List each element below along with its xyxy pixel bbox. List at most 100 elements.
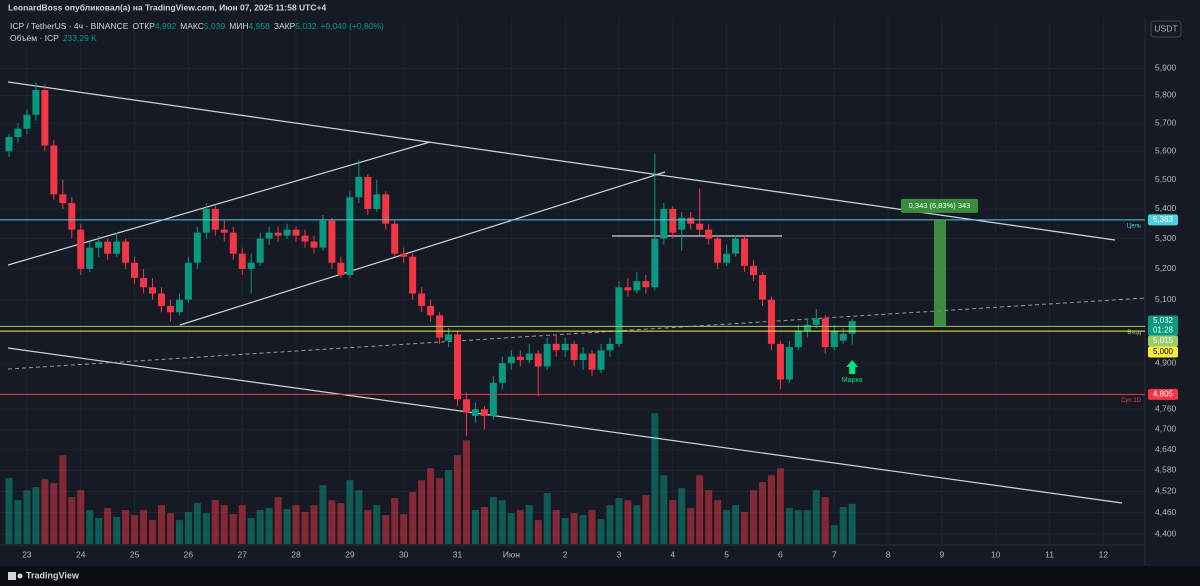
logo [8,572,23,580]
candle-body [400,253,408,257]
candle-body [758,274,766,300]
candle-body [633,281,641,291]
candle-body [328,220,336,263]
candle-body [660,208,668,239]
y-tick-label: 5,700 [1155,117,1177,127]
level-name: Цель [1127,223,1141,229]
y-tick-label: 5,300 [1155,233,1177,243]
countdown: 01:28 [1153,326,1174,335]
volume-line: Объём · ICP 233,29 K [10,33,97,43]
candle-body [624,287,632,291]
volume-bar [328,500,336,544]
volume-bar [750,490,758,544]
y-tick-label: 5,500 [1155,174,1177,184]
volume-bar [516,510,524,544]
volume-bar [157,505,165,544]
volume-bar [696,475,704,544]
candle-body [669,208,677,233]
ohlc-line: ICP / TetherUS · 4ч · BINANCE ОТКР4,992 МА… [10,21,384,31]
candle-body [714,238,722,263]
volume-bar [821,497,829,544]
volume-bar [489,497,497,544]
volume-bar [86,510,94,544]
volume-bar [427,468,435,544]
level-name: Вход [1127,330,1141,336]
candle-body [95,241,103,248]
y-tick-label: 5,200 [1155,263,1177,273]
x-tick-label: 31 [453,549,463,559]
volume-bar [211,500,219,544]
volume-bar [131,515,139,544]
candle-body [552,343,560,351]
label: МИН [229,21,248,31]
volume-bar [687,508,695,544]
volume-bar [651,413,659,544]
x-tick-label: 5 [724,549,729,559]
measure-box [901,198,978,213]
x-tick-label: 7 [832,549,837,559]
candle-body [705,229,713,239]
footer-bar [0,566,1200,586]
y-tick-label: 5,400 [1155,203,1177,213]
price-tag-label: 5,032 [1153,316,1174,325]
volume-bar [525,505,533,544]
volume-bar [283,509,291,544]
drawings [7,81,1146,504]
y-tick-label: 4,900 [1155,357,1177,367]
candle-body [157,293,165,306]
candle-body [131,262,139,279]
label: Объём · ICP [10,33,59,43]
volume-bar [552,510,560,544]
volume-bar [175,520,183,544]
volume-bar [785,508,793,544]
x-tick-label: 30 [399,549,409,559]
trend-line [7,347,1123,504]
volume-bar [498,500,506,544]
volume-pane [5,413,856,544]
candle-body [498,363,506,383]
channel-line [179,171,666,326]
volume-bar [534,520,542,544]
candle-body [310,241,318,248]
volume-bar [184,512,192,544]
x-tick-label: 24 [76,549,86,559]
y-tick-label: 4,700 [1155,424,1177,434]
currency-box[interactable] [1150,20,1182,38]
candle-body [86,247,94,269]
volume-bar [624,500,632,544]
publisher: LeonardBoss опубликовал(а) на TradingVie… [8,2,326,12]
y-tick-label: 4,520 [1155,486,1177,496]
candle-body [14,128,22,138]
volume-bar [301,512,309,544]
candle-body [615,287,623,344]
volume-bar [741,512,749,544]
candle-body [723,253,731,263]
volume-bar [705,490,713,544]
volume-bar [104,508,112,544]
candle-body [104,241,112,254]
volume-bar [32,487,40,544]
volume-bar [122,510,130,544]
candle-body [50,145,58,195]
volume-bar [803,510,811,544]
candle-body [265,232,273,239]
volume-bar [776,468,784,544]
volume-bar [579,515,587,544]
volume-bar [14,500,22,544]
brand: TradingView [26,570,80,580]
volume-bar [848,503,856,544]
candle-body [149,287,157,294]
candle-body [122,241,130,263]
candle-body [642,281,650,288]
label: ОТКР [132,21,155,31]
x-tick-label: 9 [940,549,945,559]
volume-bar [400,514,408,544]
x-tick-label: 28 [291,549,301,559]
candle-body [516,356,524,360]
candle-body [274,232,282,236]
candle-body [454,334,461,400]
currency[interactable]: USDT [1154,23,1177,33]
price-tag [1148,214,1178,226]
candle-body [68,203,76,230]
candle-body [462,399,470,413]
